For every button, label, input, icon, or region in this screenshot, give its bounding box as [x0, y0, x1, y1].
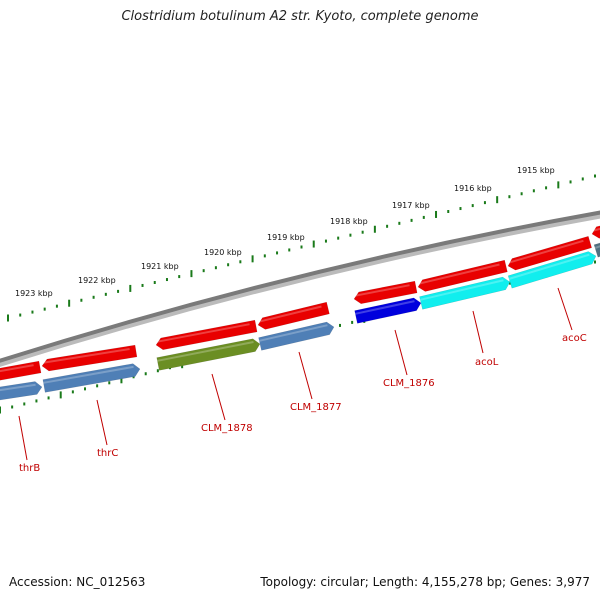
- gene-next-class: [593, 242, 600, 258]
- gene-thrC-class: [42, 363, 141, 393]
- kbp-label-1922: 1922 kbp: [78, 276, 116, 285]
- leader-acoL: [472, 310, 484, 354]
- accession-text: Accession: NC_012563: [9, 575, 146, 589]
- gene-CLM_1877-forward: [257, 301, 330, 330]
- gene-thrB-forward-shine: [0, 364, 34, 373]
- gene-acoC-class: [507, 251, 597, 289]
- kbp-labels: 1915 kbp 1916 kbp 1917 kbp 1918 kbp 1919…: [15, 166, 555, 298]
- gene-acoC-forward: [507, 235, 592, 271]
- kbp-label-1915: 1915 kbp: [517, 166, 555, 175]
- gene-acoL-forward: [417, 259, 508, 292]
- gene-thrC-forward: [41, 344, 138, 372]
- gene-CLM_1878-class: [156, 338, 261, 371]
- gene-CLM_1877-class: [258, 321, 335, 351]
- gene-acoL-forward-shine: [417, 263, 500, 286]
- leader-CLM_1877: [298, 351, 313, 400]
- gene-thrB-forward: [0, 360, 42, 381]
- backbone-line: [0, 210, 600, 363]
- gene-CLM_1878-forward-shine: [155, 323, 250, 344]
- gene-label-acoC: acoC: [562, 333, 587, 344]
- leader-thrB: [18, 415, 28, 461]
- kbp-label-1919: 1919 kbp: [267, 233, 305, 242]
- gene-next-class-shine: [594, 245, 600, 249]
- gene-acoC-class-shine: [508, 253, 590, 280]
- leader-thrC: [96, 399, 108, 446]
- gene-label-acoL: acoL: [475, 357, 499, 368]
- gene-CLM_1878-forward: [155, 319, 258, 351]
- gene-CLM_1876-class-shine: [355, 300, 415, 315]
- kbp-label-1921: 1921 kbp: [141, 262, 179, 271]
- gene-thrC-forward-shine: [41, 347, 130, 365]
- outer-tick-ring: [7, 174, 596, 322]
- kbp-label-1916: 1916 kbp: [454, 184, 492, 193]
- gene-label-CLM_1878: CLM_1878: [201, 423, 253, 434]
- gene-thrC-class-shine: [43, 365, 134, 384]
- gene-label-CLM_1876: CLM_1876: [383, 378, 435, 389]
- gene-track: [0, 225, 600, 401]
- topology-text: Topology: circular; Length: 4,155,278 bp…: [260, 575, 590, 589]
- gene-acoL-class: [419, 276, 511, 310]
- gene-CLM_1878-class-shine: [157, 340, 254, 362]
- gene-CLM_1876-forward: [353, 280, 418, 305]
- kbp-label-1918: 1918 kbp: [330, 217, 368, 226]
- gene-acoL-class-shine: [420, 279, 504, 301]
- kbp-label-1917: 1917 kbp: [392, 201, 430, 210]
- gene-label-thrB: thrB: [19, 463, 40, 474]
- gene-label-CLM_1877: CLM_1877: [290, 402, 342, 413]
- gene-CLM_1877-forward-shine: [257, 305, 322, 324]
- gene-CLM_1876-class: [354, 297, 422, 324]
- gene-CLM_1877-class-shine: [259, 324, 328, 342]
- gene-CLM_1876-forward-shine: [353, 284, 410, 298]
- backbone: [0, 210, 600, 367]
- gene-label-thrC: thrC: [97, 448, 118, 459]
- gene-next-forward: [591, 225, 600, 239]
- gene-next-forward-shine: [591, 227, 600, 233]
- gene-labels: acoC acoL CLM_1876 CLM_1877 CLM_1878 thr…: [19, 333, 587, 474]
- leader-CLM_1876: [394, 329, 408, 376]
- leader-CLM_1878: [211, 373, 226, 421]
- leader-acoC: [557, 287, 573, 331]
- label-leaders: [18, 287, 573, 461]
- kbp-label-1923: 1923 kbp: [15, 289, 53, 298]
- gene-thrB-class: [0, 381, 43, 401]
- gene-thrB-class-shine: [0, 383, 36, 392]
- gene-acoC-forward-shine: [506, 239, 584, 265]
- page-title: Clostridium botulinum A2 str. Kyoto, com…: [121, 9, 479, 24]
- kbp-label-1920: 1920 kbp: [204, 248, 242, 257]
- backbone-shadow: [0, 212, 600, 367]
